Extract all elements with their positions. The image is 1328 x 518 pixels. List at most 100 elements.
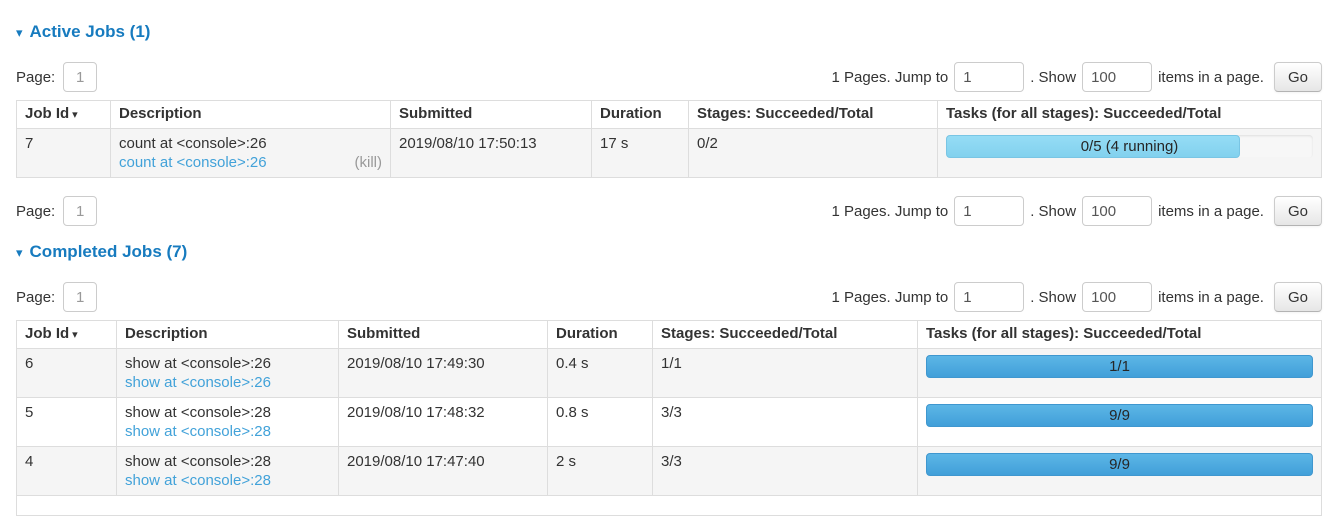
pages-info-text: 1 Pages. Jump to	[831, 68, 949, 86]
job-detail-link[interactable]: show at <console>:28	[125, 472, 271, 489]
job-detail-link[interactable]: show at <console>:26	[125, 374, 271, 391]
duration-cell: 17 s	[591, 128, 689, 178]
jump-to-page-input[interactable]	[954, 196, 1025, 226]
tasks-cell: 0/5 (4 running)	[937, 128, 1322, 178]
collapse-arrow-icon: ▾	[16, 244, 23, 260]
col-header-tasks[interactable]: Tasks (for all stages): Succeeded/Total	[937, 100, 1322, 129]
col-header-description[interactable]: Description	[110, 100, 391, 129]
collapse-arrow-icon: ▾	[16, 24, 23, 40]
completed-jobs-title: Completed Jobs (7)	[29, 242, 188, 261]
page-label: Page:	[16, 202, 56, 220]
duration-cell: 0.8 s	[547, 397, 653, 447]
show-label: . Show	[1030, 68, 1077, 86]
completed-table-header-row: Job Id ▾ Description Submitted Duration S…	[16, 320, 1322, 349]
completed-jobs-section-header[interactable]: ▾ Completed Jobs (7)	[16, 242, 1322, 262]
items-suffix-text: items in a page.	[1158, 288, 1264, 306]
submitted-cell: 2019/08/10 17:50:13	[390, 128, 592, 178]
submitted-cell: 2019/08/10 17:48:32	[338, 397, 548, 447]
col-header-duration[interactable]: Duration	[591, 100, 689, 129]
tasks-cell: 1/1	[917, 348, 1322, 398]
stages-cell: 3/3	[652, 397, 918, 447]
current-page-input[interactable]	[63, 62, 98, 92]
description-cell: show at <console>:26 show at <console>:2…	[116, 348, 339, 398]
completed-job-row-6: 6 show at <console>:26 show at <console>…	[16, 348, 1322, 398]
col-header-submitted[interactable]: Submitted	[338, 320, 548, 349]
items-per-page-input[interactable]	[1082, 282, 1153, 312]
tasks-progress-label: 0/5 (4 running)	[1080, 138, 1179, 155]
description-cell: show at <console>:28 show at <console>:2…	[116, 397, 339, 447]
go-button[interactable]: Go	[1273, 62, 1322, 92]
submitted-cell: 2019/08/10 17:47:40	[338, 446, 548, 496]
tasks-cell: 9/9	[917, 397, 1322, 447]
sort-desc-icon: ▾	[72, 329, 78, 341]
page-label: Page:	[16, 68, 56, 86]
tasks-cell: 9/9	[917, 446, 1322, 496]
completed-job-row-4: 4 show at <console>:28 show at <console>…	[16, 446, 1322, 496]
current-page-input[interactable]	[63, 282, 98, 312]
description-cell: count at <console>:26 count at <console>…	[110, 128, 391, 178]
go-button[interactable]: Go	[1273, 196, 1322, 226]
job-detail-link[interactable]: show at <console>:28	[125, 423, 271, 440]
job-description-text: show at <console>:28	[125, 453, 271, 470]
job-id-cell: 4	[16, 446, 117, 496]
tasks-progress-fill-running	[946, 135, 1240, 158]
job-description-text: show at <console>:28	[125, 404, 271, 421]
description-cell: show at <console>:28 show at <console>:2…	[116, 446, 339, 496]
completed-jobs-table: Job Id ▾ Description Submitted Duration S…	[16, 320, 1322, 516]
submitted-cell: 2019/08/10 17:49:30	[338, 348, 548, 398]
duration-cell: 0.4 s	[547, 348, 653, 398]
active-jobs-bottom-pager: Page: 1 Pages. Jump to . Show items in a…	[16, 196, 1322, 226]
active-jobs-title: Active Jobs (1)	[29, 22, 151, 41]
col-header-job-id[interactable]: Job Id ▾	[16, 320, 117, 349]
tasks-progress-label: 9/9	[1109, 407, 1130, 424]
completed-job-row-5: 5 show at <console>:28 show at <console>…	[16, 397, 1322, 447]
duration-cell: 2 s	[547, 446, 653, 496]
kill-job-link[interactable]: (kill)	[354, 154, 383, 171]
active-jobs-section-header[interactable]: ▾ Active Jobs (1)	[16, 22, 1322, 42]
tasks-progress-bar: 9/9	[926, 453, 1313, 476]
tasks-progress-bar: 0/5 (4 running)	[946, 135, 1313, 158]
jump-to-page-input[interactable]	[954, 62, 1025, 92]
items-suffix-text: items in a page.	[1158, 202, 1264, 220]
items-per-page-input[interactable]	[1082, 196, 1153, 226]
pages-info-text: 1 Pages. Jump to	[831, 288, 949, 306]
col-header-description[interactable]: Description	[116, 320, 339, 349]
col-header-stages[interactable]: Stages: Succeeded/Total	[688, 100, 938, 129]
job-description-text: show at <console>:26	[125, 355, 271, 372]
col-header-stages[interactable]: Stages: Succeeded/Total	[652, 320, 918, 349]
stages-cell: 1/1	[652, 348, 918, 398]
tasks-progress-fill-done	[926, 355, 1313, 378]
job-description-text: count at <console>:26	[119, 135, 267, 152]
show-label: . Show	[1030, 288, 1077, 306]
items-suffix-text: items in a page.	[1158, 68, 1264, 86]
active-jobs-top-pager: Page: 1 Pages. Jump to . Show items in a…	[16, 62, 1322, 92]
tasks-progress-bar: 1/1	[926, 355, 1313, 378]
stages-cell: 3/3	[652, 446, 918, 496]
active-jobs-table: Job Id ▾ Description Submitted Duration S…	[16, 100, 1322, 178]
go-button[interactable]: Go	[1273, 282, 1322, 312]
col-header-job-id[interactable]: Job Id ▾	[16, 100, 111, 129]
stages-cell: 0/2	[688, 128, 938, 178]
jump-to-page-input[interactable]	[954, 282, 1025, 312]
job-id-cell: 5	[16, 397, 117, 447]
spark-jobs-page: ▾ Active Jobs (1) Page: 1 Pages. Jump to…	[0, 22, 1328, 516]
tasks-progress-fill-done	[926, 453, 1313, 476]
completed-job-row-partial	[16, 495, 1322, 516]
tasks-progress-label: 9/9	[1109, 456, 1130, 473]
pages-info-text: 1 Pages. Jump to	[831, 202, 949, 220]
tasks-progress-bar: 9/9	[926, 404, 1313, 427]
completed-jobs-top-pager: Page: 1 Pages. Jump to . Show items in a…	[16, 282, 1322, 312]
active-job-row-7: 7 count at <console>:26 count at <consol…	[16, 128, 1322, 178]
tasks-progress-fill-done	[926, 404, 1313, 427]
items-per-page-input[interactable]	[1082, 62, 1153, 92]
job-id-cell: 6	[16, 348, 117, 398]
job-id-cell: 7	[16, 128, 111, 178]
col-header-submitted[interactable]: Submitted	[390, 100, 592, 129]
current-page-input[interactable]	[63, 196, 98, 226]
show-label: . Show	[1030, 202, 1077, 220]
tasks-progress-label: 1/1	[1109, 358, 1130, 375]
col-header-tasks[interactable]: Tasks (for all stages): Succeeded/Total	[917, 320, 1322, 349]
active-table-header-row: Job Id ▾ Description Submitted Duration S…	[16, 100, 1322, 129]
col-header-duration[interactable]: Duration	[547, 320, 653, 349]
job-detail-link[interactable]: count at <console>:26	[119, 154, 267, 171]
